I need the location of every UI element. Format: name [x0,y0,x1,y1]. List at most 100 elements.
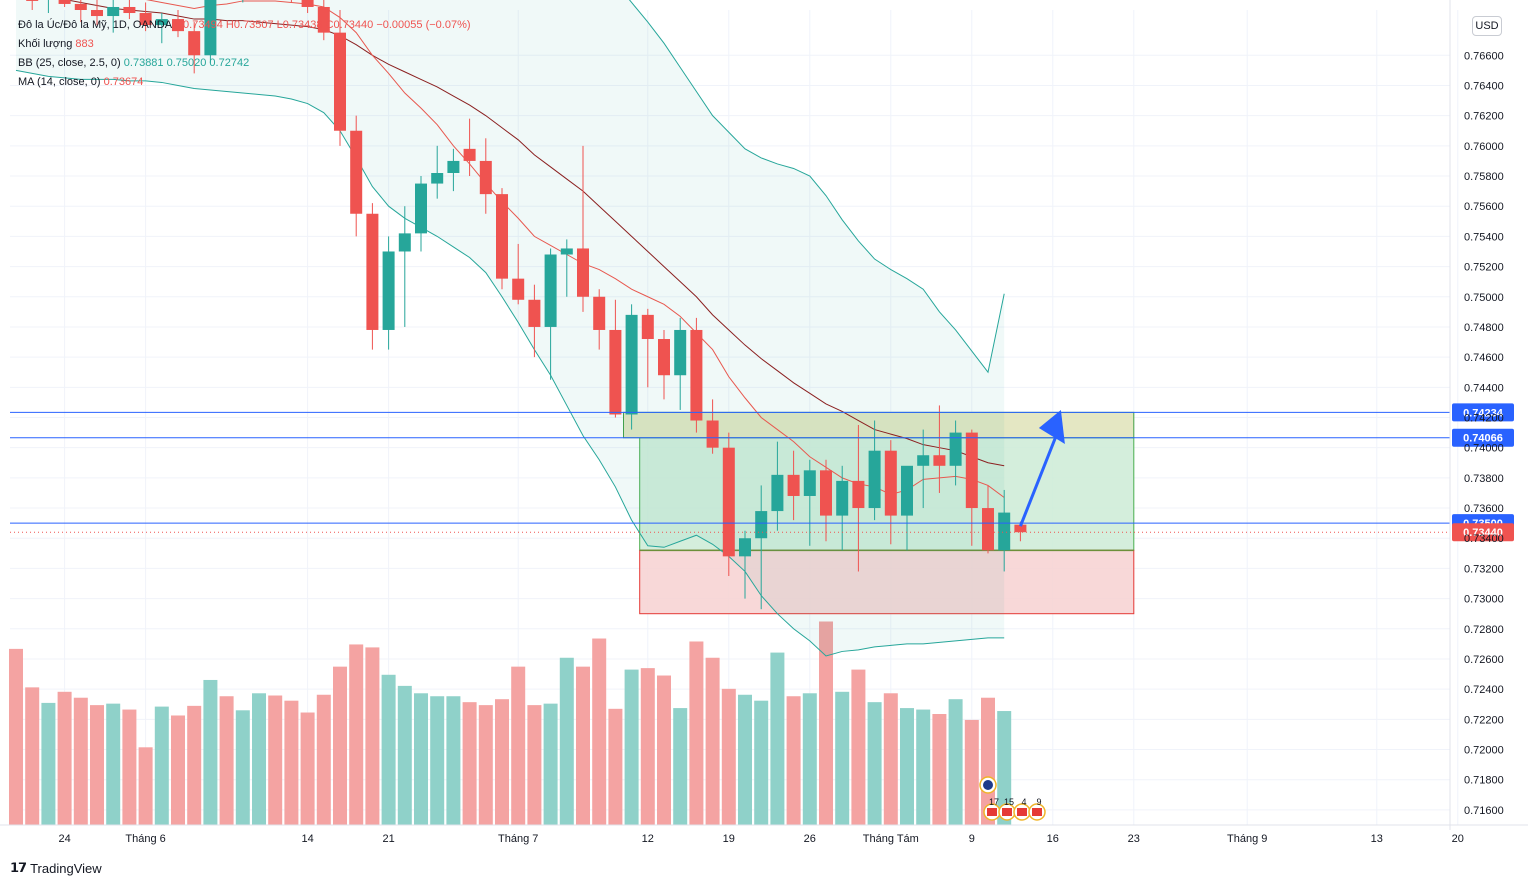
bb-label[interactable]: BB (25, close, 2.5, 0) [18,57,121,69]
volume-bar [478,705,493,825]
time-tick-label: 19 [723,833,735,845]
bb-basis-line [64,0,1005,467]
volume-bar [349,644,364,825]
candle-body [188,31,201,56]
candle-body [544,254,557,327]
candle-body [123,6,136,14]
level-price-label: 0.74234 [1463,407,1504,419]
candle-body [91,10,103,17]
us-flag-fill [1002,808,1012,816]
volume-bar [171,715,185,825]
bollinger-bands [15,0,1005,657]
candle-body [884,450,897,516]
volume-bar [624,669,639,825]
event-count: 17 [989,797,999,807]
stop-zone [639,549,1135,615]
arrow-head-icon [1038,409,1065,444]
time-tick-label: 16 [1047,833,1059,845]
volume-bar [997,711,1012,825]
price-tick-label: 0.75800 [1464,171,1504,183]
time-tick-label: 13 [1371,833,1383,845]
candle-body [512,278,525,300]
price-axis[interactable]: 0.76600 0.76400 0.76200 0.76000 0.75800 0.756… [1449,0,1504,830]
time-tick-label: Tháng Tám [863,833,919,845]
candle-body [317,6,330,33]
brand-footer[interactable]: 𝟭𝟳 TradingView [10,860,102,876]
price-tick-label: 0.73400 [1464,533,1504,545]
volume-bar [543,703,558,825]
candle-body [706,420,719,448]
currency-button[interactable]: USD [1472,16,1502,36]
volume-bar [705,657,720,825]
candle-body [204,0,217,56]
volume-bar [25,687,40,825]
candle-body [415,183,427,234]
volume-bar [721,688,736,825]
price-tick-label: 0.76200 [1464,111,1504,123]
candle-body [722,447,735,557]
price-tick-label: 0.74000 [1464,443,1504,455]
price-tick-label: 0.75400 [1464,231,1504,243]
price-tick-label: 0.73600 [1464,503,1504,515]
bb-fill [16,0,1005,656]
candle-body [139,13,152,26]
volume-bar [916,709,931,825]
time-tick-label: 9 [969,833,975,845]
candle-body [366,213,379,330]
price-tick-label: 0.76600 [1464,50,1504,62]
candlesticks [26,0,1027,610]
candle-body [998,512,1011,551]
candle-body [1014,524,1027,533]
candle-body [155,19,168,26]
trend-arrow[interactable] [1019,409,1065,527]
candle-body [868,450,881,509]
candle-body [641,314,654,340]
volume-bar [252,693,266,825]
ohlc-values: O0.73494 H0.73507 L0.73438 C0.73440 −0.0… [174,19,471,31]
candle-body [528,299,541,327]
candle-body [901,465,913,516]
volume-bar [333,666,347,825]
economic-events[interactable]: 17 15 4 9 [979,776,1046,821]
volume-bar [673,708,688,825]
time-axis[interactable]: 24 Tháng 6 14 21 Tháng 7 12 19 26 Tháng Tám 9 16 23… [0,824,1528,845]
volume-bar [365,647,380,825]
volume-bar [559,657,574,825]
volume-bar [122,709,137,825]
ma-label[interactable]: MA (14, close, 0) [18,76,101,88]
legend-ma-row: MA (14, close, 0) 0.73674 [18,73,471,92]
volume-bar [203,679,218,825]
time-tick-label: 20 [1452,833,1464,845]
last-price-tag [1452,523,1514,542]
candle-body [690,329,703,421]
volume-bar [90,705,104,825]
volume-label[interactable]: Khối lượng [18,38,73,50]
volume-bar [284,700,299,825]
price-tick-label: 0.74400 [1464,382,1504,394]
candle-body [350,130,363,214]
price-tick-label: 0.72400 [1464,684,1504,696]
price-tick-label: 0.72000 [1464,745,1504,757]
volume-bar [235,710,250,825]
price-tick-label: 0.76000 [1464,141,1504,153]
candle-body [560,248,573,255]
volume-bar [138,747,153,825]
volume-bar [41,702,56,825]
candle-body [26,0,39,1]
us-flag-fill [987,808,997,816]
symbol-title[interactable]: Đô la Úc/Đô la Mỹ, 1D, OANDA [18,19,172,31]
volume-bar [9,648,23,825]
volume-bar [657,675,671,825]
time-tick-label: Tháng 9 [1227,833,1267,845]
candle-body [755,511,768,539]
volume-bar [786,696,801,825]
bb-upper-line [628,0,1005,374]
candle-body [609,329,622,415]
candle-body [334,32,346,131]
legend-volume-row: Khối lượng 883 [18,35,471,54]
price-tick-label: 0.72600 [1464,654,1504,666]
event-count: 15 [1004,797,1014,807]
price-tick-label: 0.75000 [1464,292,1504,304]
